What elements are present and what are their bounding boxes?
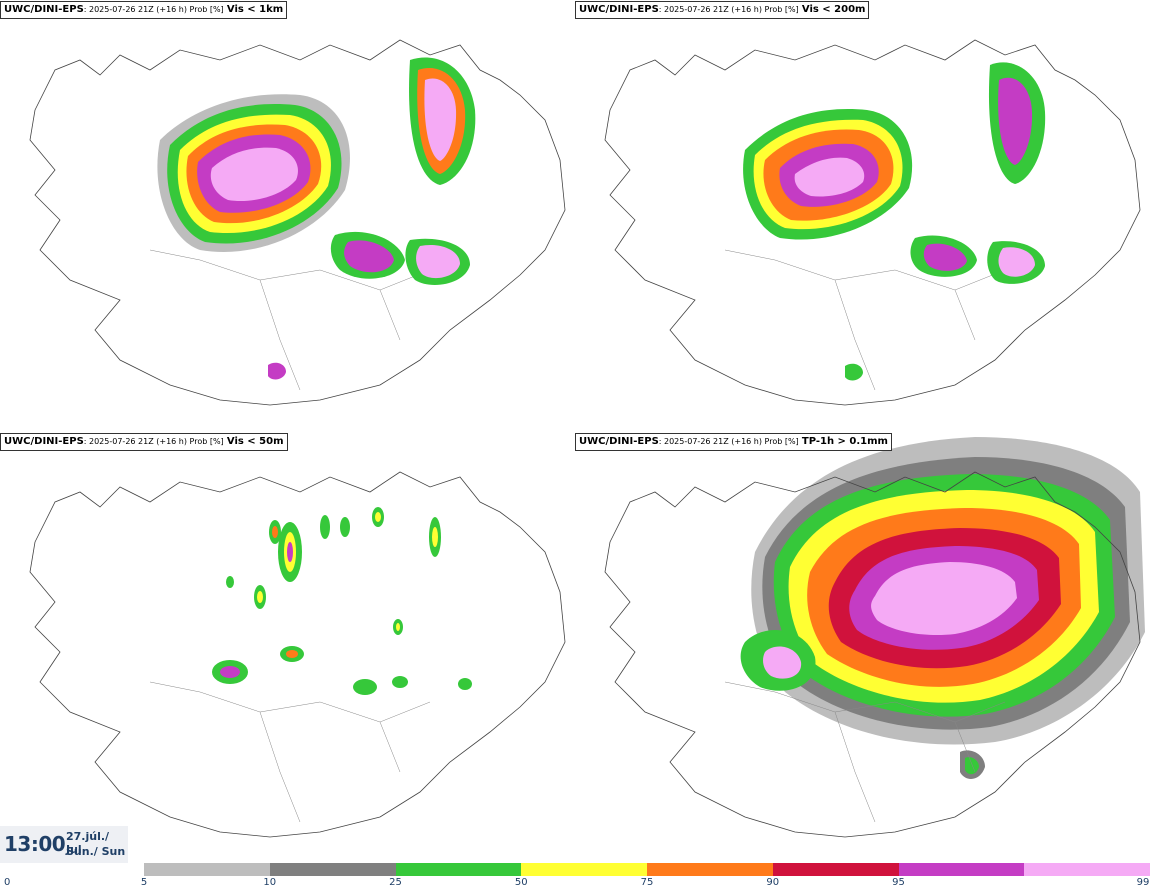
valid-weekday: Sun./ Sun xyxy=(66,845,126,858)
model-name: UWC/DINI-EPS xyxy=(579,4,659,15)
colorbar-tick-label: 95 xyxy=(892,877,905,888)
prob-south-spot xyxy=(845,363,863,381)
panel-title: UWC/DINI-EPS: 2025-07-26 21Z (+16 h) Pro… xyxy=(0,1,288,19)
prob-center-blob-core xyxy=(923,243,967,271)
region-border xyxy=(724,249,1006,391)
colorbar-segment xyxy=(144,863,270,876)
colorbar-segment xyxy=(395,863,522,876)
colorbar-tick-label: 10 xyxy=(263,877,277,888)
colorbar-segment xyxy=(269,863,396,876)
map-panel-vis-50m: UWC/DINI-EPS: 2025-07-26 21Z (+16 h) Pro… xyxy=(0,432,575,864)
run-meta: : 2025-07-26 21Z (+16 h) Prob [%] xyxy=(658,5,799,14)
map-panel-vis-200m: UWC/DINI-EPS: 2025-07-26 21Z (+16 h) Pro… xyxy=(575,0,1150,432)
model-name: UWC/DINI-EPS xyxy=(579,436,659,447)
prob-south-spot xyxy=(268,362,286,380)
prob-east-blob-core xyxy=(416,244,460,279)
iceland-map xyxy=(29,39,566,406)
coastline xyxy=(604,39,1141,406)
variable-name: Vis < 1km xyxy=(226,4,284,15)
prob-east-blob-core xyxy=(998,247,1035,277)
valid-hour: 13:00 xyxy=(4,832,66,856)
colorbar-tick-label: 99 xyxy=(1136,877,1150,888)
colorbar-segment xyxy=(647,863,773,876)
run-meta: : 2025-07-26 21Z (+16 h) Prob [%] xyxy=(658,437,799,446)
prob-south-spot-core xyxy=(965,757,979,775)
region-border xyxy=(724,681,1006,823)
run-meta: : 2025-07-26 21Z (+16 h) Prob [%] xyxy=(83,5,224,14)
prob-pink-contour-ne-core xyxy=(424,78,457,161)
variable-name: Vis < 200m xyxy=(801,4,866,15)
map-panel-tp-1h: UWC/DINI-EPS: 2025-07-26 21Z (+16 h) Pro… xyxy=(575,432,1150,864)
run-meta: : 2025-07-26 21Z (+16 h) Prob [%] xyxy=(83,437,224,446)
colorbar-tick-label: 5 xyxy=(140,877,148,888)
prob-ne-core xyxy=(998,77,1033,165)
prob-spots xyxy=(212,507,472,695)
colorbar-segment xyxy=(898,863,1025,876)
valid-time-box: 13:00 27.júl./ Jul Sun./ Sun xyxy=(0,826,128,863)
prob-pink-contour xyxy=(794,157,865,197)
coastline xyxy=(604,471,1141,838)
variable-name: TP-1h > 0.1mm xyxy=(801,436,888,447)
prob-pink-region xyxy=(871,562,1017,636)
colorbar-tick-label: 0 xyxy=(4,877,11,888)
colorbar-tick-label: 75 xyxy=(640,877,654,888)
coastline xyxy=(29,471,566,838)
model-name: UWC/DINI-EPS xyxy=(4,436,84,447)
iceland-map xyxy=(604,437,1145,838)
coastline xyxy=(29,39,566,406)
model-name: UWC/DINI-EPS xyxy=(4,4,84,15)
iceland-map xyxy=(604,39,1141,406)
variable-name: Vis < 50m xyxy=(226,436,284,447)
colorbar-segment xyxy=(521,863,647,876)
colorbar-tick-label: 25 xyxy=(389,877,402,888)
prob-west-blobs-core xyxy=(763,646,802,679)
colorbar-tick-label: 90 xyxy=(766,877,780,888)
iceland-map xyxy=(29,471,566,838)
region-border xyxy=(149,249,431,391)
valid-date: 27.júl./ Jul xyxy=(66,830,110,856)
prob-center-blob-core xyxy=(344,240,394,273)
colorbar-segment xyxy=(1024,863,1150,876)
panel-title: UWC/DINI-EPS: 2025-07-26 21Z (+16 h) Pro… xyxy=(575,1,870,19)
prob-pink-contour xyxy=(210,147,298,202)
colorbar-segment xyxy=(772,863,899,876)
colorbar-tick-label: 50 xyxy=(514,877,528,888)
probability-colorbar xyxy=(144,863,1150,876)
region-border xyxy=(149,681,431,823)
panel-title: UWC/DINI-EPS: 2025-07-26 21Z (+16 h) Pro… xyxy=(0,433,288,451)
panel-title: UWC/DINI-EPS: 2025-07-26 21Z (+16 h) Pro… xyxy=(575,433,892,451)
map-panel-vis-1km: UWC/DINI-EPS: 2025-07-26 21Z (+16 h) Pro… xyxy=(0,0,575,432)
